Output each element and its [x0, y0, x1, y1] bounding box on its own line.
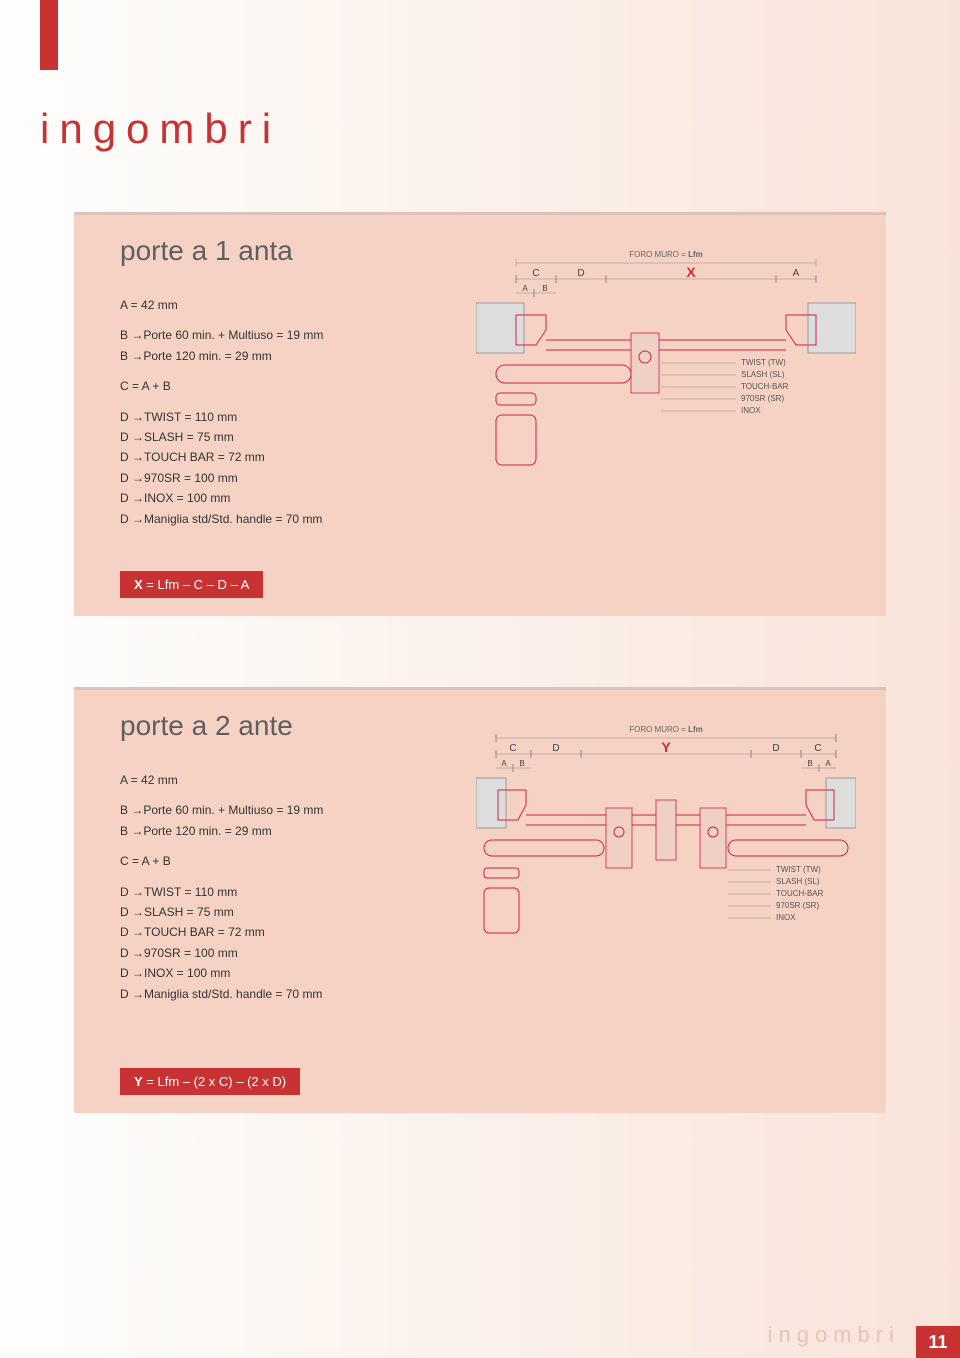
svg-text:INOX: INOX	[776, 913, 796, 922]
svg-text:C: C	[532, 268, 539, 279]
formula-y: Y = Lfm – (2 x C) – (2 x D)	[120, 1068, 300, 1095]
svg-text:B: B	[542, 284, 547, 293]
svg-text:TOUCH-BAR: TOUCH-BAR	[741, 382, 789, 391]
diagram-single-door: FORO MURO = Lfm C D X A A B	[476, 245, 856, 520]
page-number: 11	[916, 1326, 960, 1358]
formula-x: X = Lfm – C – D – A	[120, 571, 263, 598]
svg-text:D: D	[577, 268, 584, 279]
svg-text:D: D	[552, 743, 559, 754]
svg-text:D: D	[772, 743, 779, 754]
footer-text: ingombri	[768, 1322, 900, 1348]
svg-text:SLASH (SL): SLASH (SL)	[776, 877, 820, 886]
diagram-double-door: FORO MURO = Lfm C D Y D C A B B A	[476, 720, 856, 1025]
svg-text:B: B	[807, 759, 812, 768]
svg-text:TWIST (TW): TWIST (TW)	[741, 358, 786, 367]
panel-single-door: porte a 1 anta A = 42 mm B →Porte 60 min…	[74, 212, 886, 616]
svg-text:B: B	[519, 759, 524, 768]
formula-var: Y	[134, 1074, 143, 1089]
svg-text:Y: Y	[661, 739, 671, 755]
svg-text:X: X	[686, 264, 696, 280]
page-title: ingombri	[40, 105, 281, 153]
svg-text:C: C	[814, 743, 821, 754]
formula-rest: = Lfm – C – D – A	[143, 577, 250, 592]
svg-text:TWIST (TW): TWIST (TW)	[776, 865, 821, 874]
accent-bar	[40, 0, 58, 70]
svg-text:970SR (SR): 970SR (SR)	[776, 901, 819, 910]
svg-text:970SR (SR): 970SR (SR)	[741, 394, 784, 403]
formula-rest: = Lfm – (2 x C) – (2 x D)	[143, 1074, 286, 1089]
panel-double-door: porte a 2 ante A = 42 mm B →Porte 60 min…	[74, 687, 886, 1113]
svg-text:FORO MURO = Lfm: FORO MURO = Lfm	[629, 250, 703, 259]
svg-text:A: A	[522, 284, 528, 293]
svg-text:FORO MURO = Lfm: FORO MURO = Lfm	[629, 725, 703, 734]
svg-text:TOUCH-BAR: TOUCH-BAR	[776, 889, 824, 898]
svg-text:C: C	[509, 743, 516, 754]
svg-text:A: A	[793, 268, 800, 279]
formula-var: X	[134, 577, 143, 592]
footer: ingombri 11	[0, 1318, 960, 1358]
svg-text:A: A	[825, 759, 831, 768]
svg-text:A: A	[501, 759, 507, 768]
svg-text:INOX: INOX	[741, 406, 761, 415]
svg-text:SLASH (SL): SLASH (SL)	[741, 370, 785, 379]
